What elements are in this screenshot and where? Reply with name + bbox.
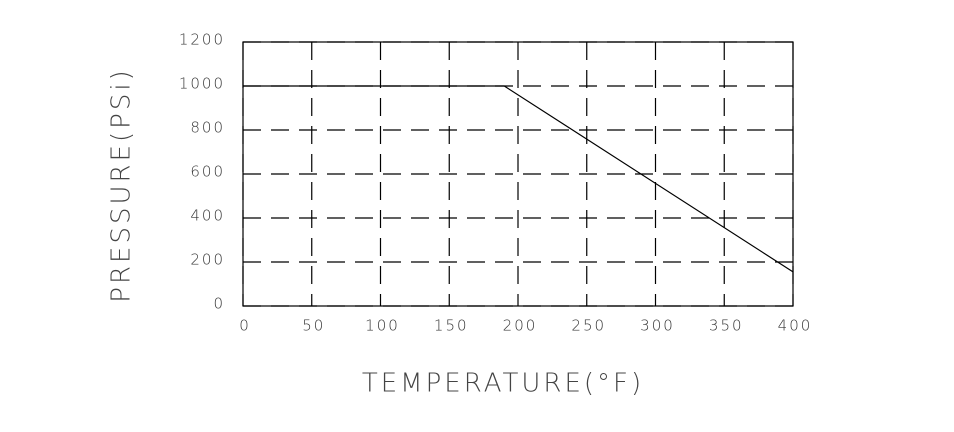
x-tick-label: 250 — [571, 317, 606, 335]
x-tick-label: 200 — [503, 317, 538, 335]
data-line — [243, 85, 794, 273]
plot-frame — [242, 41, 794, 307]
y-tick-label: 1000 — [179, 75, 225, 93]
y-tick-label: 200 — [190, 251, 225, 269]
x-tick-label: 0 — [239, 317, 251, 335]
y-tick-label: 0 — [213, 295, 225, 313]
x-tick-label: 100 — [365, 317, 400, 335]
x-tick-label: 300 — [640, 317, 675, 335]
y-axis-label: PRESSURE(PSi) — [107, 67, 137, 302]
y-tick-label: 800 — [190, 119, 225, 137]
x-tick-label: 50 — [302, 317, 325, 335]
y-tick-label: 600 — [190, 163, 225, 181]
x-tick-label: 150 — [434, 317, 469, 335]
x-tick-label: 350 — [709, 317, 744, 335]
x-axis-label: TEMPERATURE(°F) — [362, 369, 644, 399]
y-tick-label: 400 — [190, 207, 225, 225]
x-tick-label: 400 — [778, 317, 813, 335]
y-tick-label: 1200 — [179, 31, 225, 49]
